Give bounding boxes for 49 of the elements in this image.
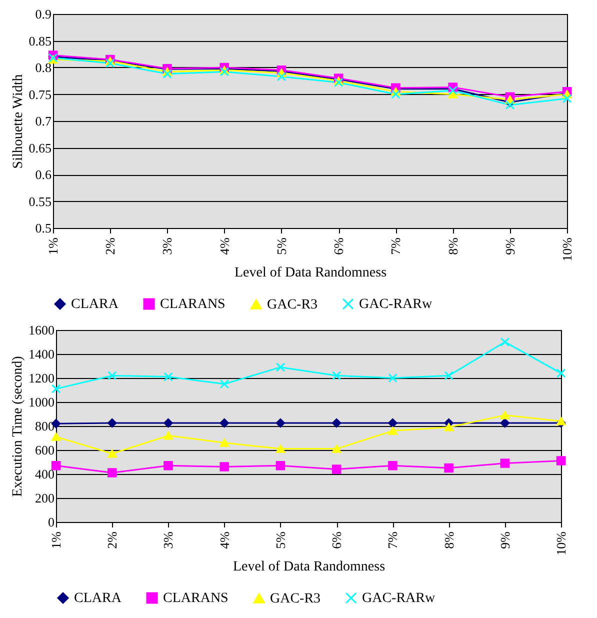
x-tick-label: 10% — [554, 531, 568, 556]
x-axis-title: Level of Data Randomness — [232, 559, 386, 574]
x-tick-label: 3% — [160, 237, 175, 255]
x-tick-label: 4% — [216, 237, 232, 255]
x-tick-label: 6% — [329, 531, 344, 549]
y-tick-label: 0.8 — [35, 60, 52, 75]
x-tick-label: 5% — [272, 531, 288, 549]
y-axis-title: Silhouette Width — [10, 74, 26, 169]
x-tick-label: 8% — [445, 237, 460, 255]
legend-label: CLARANS — [163, 591, 228, 606]
x-tick-label: 2% — [102, 237, 118, 255]
x-tick-label: 9% — [502, 237, 518, 255]
x-tick-label: 5% — [274, 237, 289, 255]
legend-label: GAC-RARw — [362, 591, 436, 606]
y-tick-label: 1400 — [28, 346, 54, 362]
y-tick-label: 0.5 — [35, 220, 52, 236]
y-tick-label: 0.75 — [28, 86, 52, 102]
x-tick-label: 10% — [560, 237, 574, 262]
x-tick-label: 7% — [388, 237, 404, 255]
x-tick-label: 6% — [331, 237, 346, 255]
x-tick-label: 9% — [497, 531, 512, 549]
x-axis-title: Level of Data Randomness — [234, 265, 387, 280]
legend-label: CLARANS — [160, 297, 226, 312]
y-tick-label: 0.55 — [28, 194, 52, 209]
x-tick-label: 1% — [46, 237, 60, 255]
x-tick-label: 4% — [216, 531, 232, 549]
y-tick-label: 0.65 — [28, 140, 52, 156]
y-tick-label: 0 — [48, 514, 54, 530]
x-tick-label: 8% — [441, 531, 456, 549]
y-tick-label: 0.6 — [35, 167, 52, 182]
legend-label: GAC-R3 — [267, 297, 318, 312]
y-axis-title: Execution Time (second) — [10, 356, 26, 497]
legend-label: CLARA — [71, 297, 120, 312]
y-tick-label: 1000 — [28, 394, 54, 410]
y-tick-label: 0.85 — [28, 33, 52, 48]
x-tick-label: 3% — [160, 531, 176, 549]
y-tick-label: 1200 — [28, 370, 54, 386]
y-tick-label: 1600 — [28, 322, 54, 338]
legend-label: CLARA — [74, 591, 122, 606]
x-tick-label: 2% — [104, 531, 120, 549]
y-tick-label: 600 — [35, 442, 54, 458]
y-tick-label: 200 — [35, 490, 54, 506]
x-tick-label: 1% — [48, 531, 64, 549]
x-tick-label: 7% — [385, 531, 400, 549]
legend-label: GAC-R3 — [270, 591, 321, 606]
legend-label: GAC-RARw — [359, 297, 434, 312]
y-tick-label: 0.7 — [35, 114, 52, 128]
y-tick-label: 0.9 — [35, 6, 52, 22]
y-tick-label: 400 — [35, 466, 54, 482]
